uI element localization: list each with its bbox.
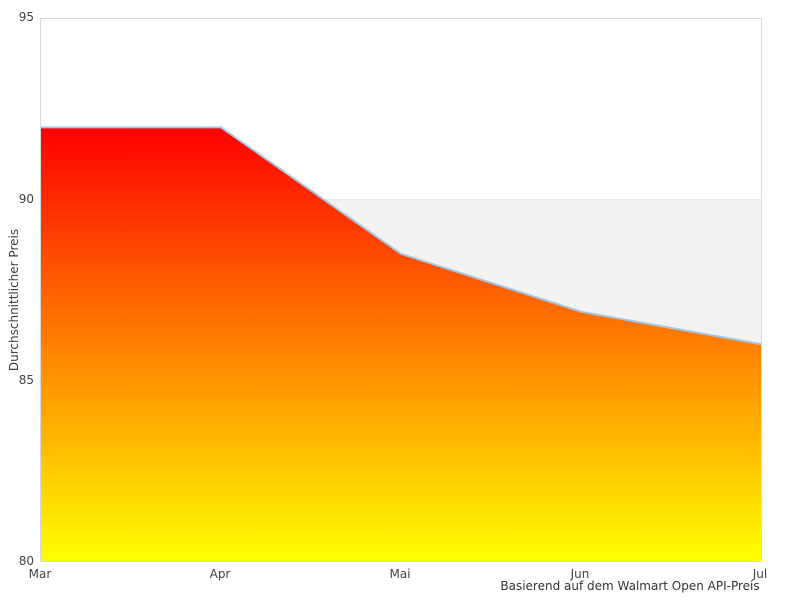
- x-tick-label-apr: Apr: [209, 567, 231, 581]
- y-axis-title: Durchschnittlicher Preis: [7, 228, 21, 372]
- x-axis-title: Basierend auf dem Walmart Open API-Preis: [500, 579, 760, 593]
- x-tick-label-jun: Jun: [570, 567, 590, 581]
- area-chart: [41, 126, 761, 561]
- x-tick-label-mai: Mai: [389, 567, 411, 581]
- x-tick-label-mar: Mar: [28, 567, 52, 581]
- plot-area: [40, 18, 762, 562]
- y-tick-label-90: 90: [18, 192, 34, 206]
- y-tick-label-80: 80: [18, 554, 34, 568]
- y-tick-label-85: 85: [18, 373, 34, 387]
- x-tick-label-jul: Jul: [752, 567, 768, 581]
- y-tick-label-95: 95: [18, 10, 34, 24]
